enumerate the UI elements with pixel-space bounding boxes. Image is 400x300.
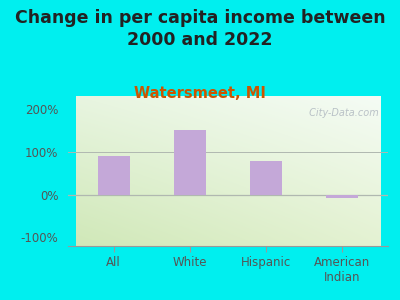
Bar — [98, 156, 130, 195]
Bar — [174, 130, 206, 195]
Text: Watersmeet, MI: Watersmeet, MI — [134, 85, 266, 100]
Text: Change in per capita income between
2000 and 2022: Change in per capita income between 2000… — [15, 9, 385, 49]
Bar — [250, 161, 282, 195]
Bar — [326, 195, 358, 198]
Text: City-Data.com: City-Data.com — [306, 108, 378, 118]
